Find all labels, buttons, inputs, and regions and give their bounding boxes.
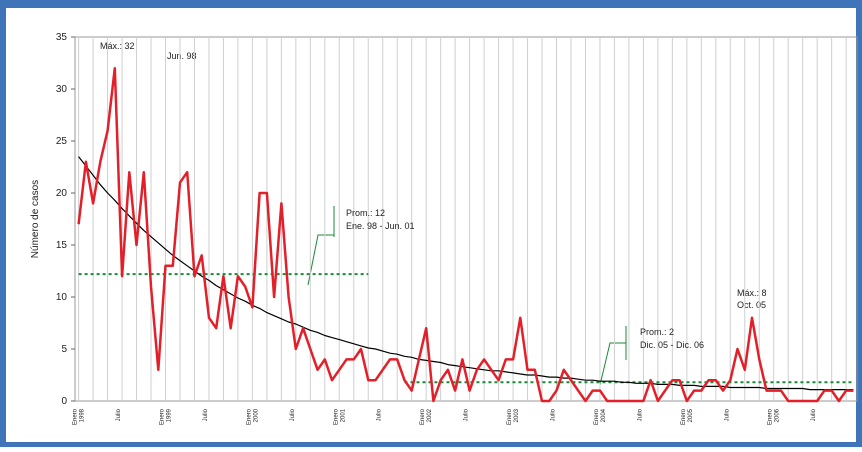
x-tick-label: Julio <box>464 408 470 421</box>
y-tick-label: 20 <box>56 188 68 199</box>
trend-line <box>78 156 854 391</box>
x-tick-label: Enero2000 <box>246 408 259 425</box>
average-label: Ene. 98 - Jun. 01 <box>346 221 415 231</box>
average-label: Dic. 05 - Dic. 06 <box>640 340 704 350</box>
x-tick-label: Julio <box>637 408 643 421</box>
x-tick-label: Julio <box>724 408 730 421</box>
annotation: Oct. 05 <box>737 300 766 310</box>
bracket <box>599 326 627 386</box>
y-axis-label: Número de casos <box>30 180 41 258</box>
plot-area <box>74 36 858 402</box>
y-tick-label: 35 <box>56 32 68 43</box>
annotation: Máx.: 8 <box>737 288 767 298</box>
average-label: Prom.: 2 <box>640 327 674 337</box>
data-line <box>77 66 854 403</box>
x-tick-label: Julio <box>116 408 122 421</box>
y-tick-label: 30 <box>56 84 68 95</box>
x-tick-label: Enero1999 <box>160 408 173 425</box>
y-tick-label: 0 <box>61 396 67 407</box>
x-tick-label: Enero2003 <box>507 408 520 425</box>
bracket <box>307 206 335 286</box>
x-tick-label: Julio <box>377 408 383 421</box>
y-tick-label: 10 <box>56 292 68 303</box>
x-tick-label: Enero2006 <box>768 408 781 425</box>
x-tick-label: Julio <box>811 408 817 421</box>
average-label: Prom.: 12 <box>346 208 385 218</box>
x-tick-label: Julio <box>551 408 557 421</box>
x-tick-label: Enero1998 <box>73 408 86 425</box>
annotation: Máx.: 32 <box>100 41 135 51</box>
annotation: Jun. 98 <box>167 51 197 61</box>
y-tick-label: 15 <box>56 240 68 251</box>
x-tick-label: Julio <box>290 408 296 421</box>
x-tick-label: Enero2001 <box>333 408 346 425</box>
x-tick-label: Julio <box>203 408 209 421</box>
y-tick-label: 5 <box>61 344 67 355</box>
x-tick-label: Enero2004 <box>594 408 607 425</box>
y-tick-label: 25 <box>56 136 68 147</box>
x-tick-label: Enero2005 <box>681 408 694 425</box>
x-tick-label: Enero2002 <box>420 408 433 425</box>
